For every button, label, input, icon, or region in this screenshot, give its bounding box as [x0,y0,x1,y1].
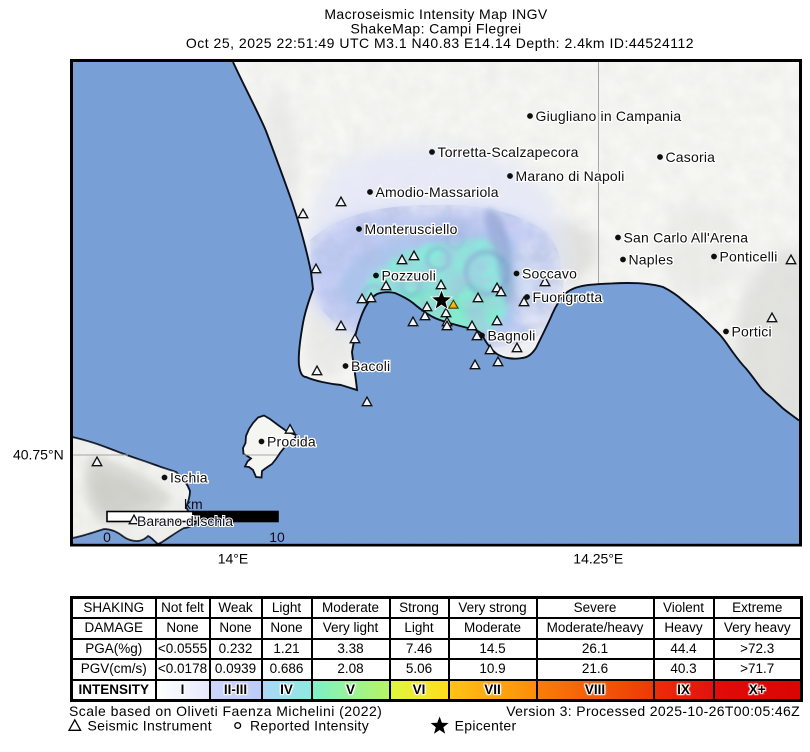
svg-text:ShakeMap: Campi Flegrei: ShakeMap: Campi Flegrei [350,21,521,37]
svg-text:Amodio-Massariola: Amodio-Massariola [376,184,499,200]
svg-text:Scale based on Oliveti Faenza: Scale based on Oliveti Faenza Michelini … [69,703,382,719]
svg-text:Bacoli: Bacoli [351,358,390,374]
svg-text:14.25°E: 14.25°E [573,551,623,567]
svg-text:10: 10 [269,529,285,545]
svg-text:Ischia: Ischia [170,470,208,486]
svg-text:Naples: Naples [629,252,674,268]
svg-text:Ponticelli: Ponticelli [720,249,778,265]
svg-text:Seismic Instrument: Seismic Instrument [88,718,212,734]
svg-text:Reported Intensity: Reported Intensity [250,718,369,734]
svg-text:40.75°N: 40.75°N [13,447,64,463]
svg-text:Procida: Procida [267,434,316,450]
svg-text:Pozzuoli: Pozzuoli [382,268,437,284]
svg-text:Monterusciello: Monterusciello [365,221,458,237]
svg-text:Soccavo: Soccavo [522,266,577,282]
svg-text:Barano d'Ischia: Barano d'Ischia [137,513,233,529]
svg-text:Giugliano in Campania: Giugliano in Campania [536,108,682,124]
svg-text:Torretta-Scalzapecora: Torretta-Scalzapecora [438,144,579,160]
svg-text:Casoria: Casoria [666,149,716,165]
svg-text:Fuorigrotta: Fuorigrotta [533,289,603,305]
svg-text:San Carlo All'Arena: San Carlo All'Arena [624,230,749,246]
svg-text:Bagnoli: Bagnoli [488,328,536,344]
svg-text:Marano di Napoli: Marano di Napoli [516,168,625,184]
svg-text:Portici: Portici [732,324,772,340]
svg-text:Macroseismic Intensity Map ING: Macroseismic Intensity Map INGV [324,6,547,22]
svg-text:Version 3: Processed 2025-10-2: Version 3: Processed 2025-10-26T00:05:46… [506,703,800,719]
svg-text:0: 0 [103,529,111,545]
svg-text:Oct 25, 2025 22:51:49 UTC M3.1: Oct 25, 2025 22:51:49 UTC M3.1 N40.83 E1… [186,35,694,51]
svg-text:Epicenter: Epicenter [455,718,517,734]
svg-text:14°E: 14°E [218,551,249,567]
svg-text:km: km [184,496,203,512]
